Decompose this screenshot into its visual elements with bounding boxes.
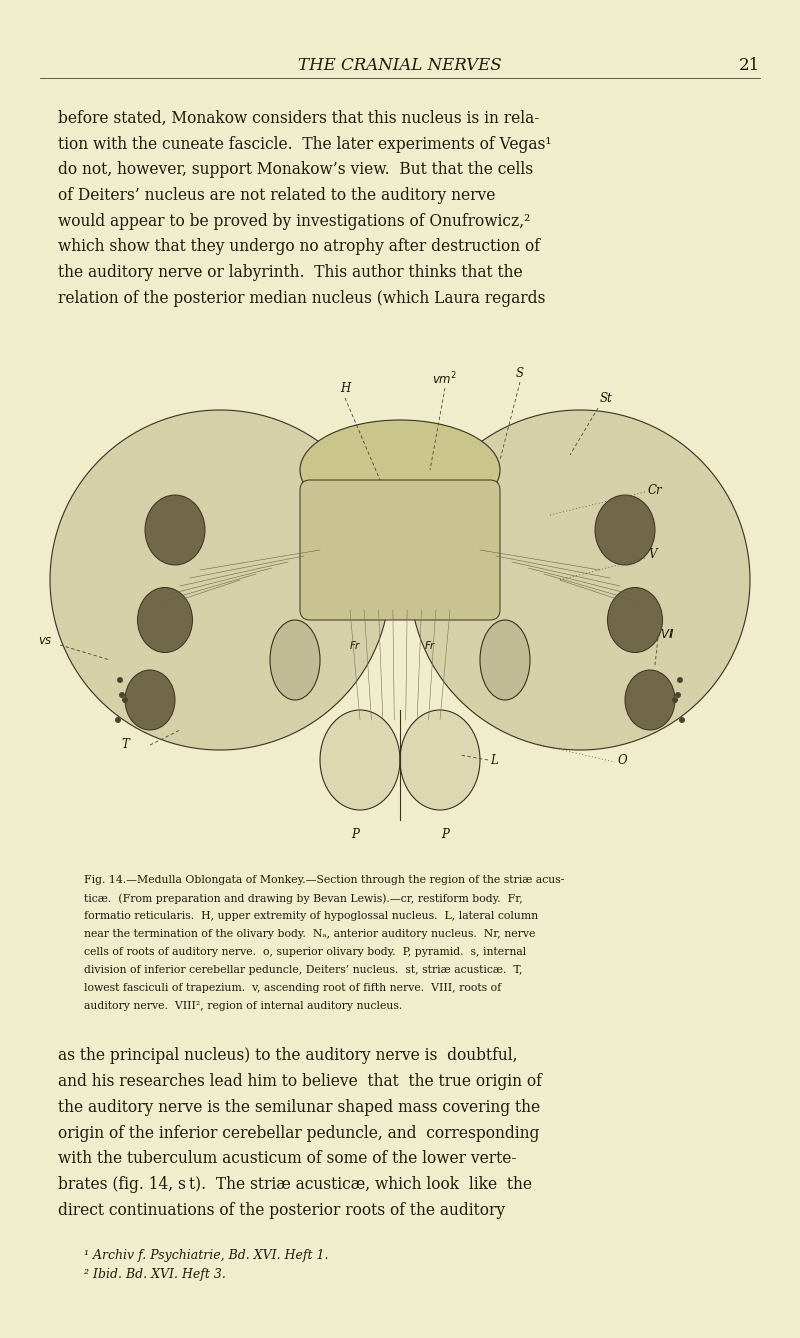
Ellipse shape <box>595 495 655 565</box>
Text: with the tuberculum acusticum of some of the lower verte-: with the tuberculum acusticum of some of… <box>58 1151 516 1167</box>
Ellipse shape <box>410 409 750 751</box>
Text: which show that they undergo no atrophy after destruction of: which show that they undergo no atrophy … <box>58 238 539 256</box>
Text: the auditory nerve is the semilunar shaped mass covering the: the auditory nerve is the semilunar shap… <box>58 1098 540 1116</box>
Circle shape <box>675 692 681 698</box>
Text: S: S <box>516 367 524 380</box>
FancyBboxPatch shape <box>300 480 500 619</box>
Text: $\mathit{vs}$: $\mathit{vs}$ <box>38 633 53 646</box>
Bar <box>30 371 770 855</box>
Text: Cr: Cr <box>648 483 662 496</box>
Text: tion with the cuneate fascicle.  The later experiments of Vegas¹: tion with the cuneate fascicle. The late… <box>58 135 551 153</box>
Text: near the termination of the olivary body.  Nₐ, anterior auditory nucleus.  Nr, n: near the termination of the olivary body… <box>84 929 535 939</box>
Text: $\mathit{vm}^2$: $\mathit{vm}^2$ <box>432 371 458 387</box>
Ellipse shape <box>145 495 205 565</box>
Ellipse shape <box>125 670 175 731</box>
Text: THE CRANIAL NERVES: THE CRANIAL NERVES <box>298 56 502 74</box>
Text: origin of the inferior cerebellar peduncle, and  corresponding: origin of the inferior cerebellar pedunc… <box>58 1124 539 1141</box>
Text: O: O <box>618 753 628 767</box>
Ellipse shape <box>320 710 400 809</box>
Circle shape <box>119 692 125 698</box>
Text: of Deiters’ nucleus are not related to the auditory nerve: of Deiters’ nucleus are not related to t… <box>58 187 495 205</box>
Text: division of inferior cerebellar peduncle, Deiters’ nucleus.  st, striæ acusticæ.: division of inferior cerebellar peduncle… <box>84 965 522 975</box>
Ellipse shape <box>138 587 193 653</box>
Text: V: V <box>648 549 657 562</box>
Ellipse shape <box>625 670 675 731</box>
Text: H: H <box>340 383 350 395</box>
Circle shape <box>672 697 678 702</box>
Text: lowest fasciculi of trapezium.  v, ascending root of fifth nerve.  VIII, roots o: lowest fasciculi of trapezium. v, ascend… <box>84 983 502 993</box>
Text: would appear to be proved by investigations of Onufrowicz,²: would appear to be proved by investigati… <box>58 213 530 230</box>
Ellipse shape <box>50 409 390 751</box>
Text: T: T <box>121 739 129 752</box>
Circle shape <box>117 677 123 682</box>
Text: L: L <box>490 753 498 767</box>
Text: before stated, Monakow considers that this nucleus is in rela-: before stated, Monakow considers that th… <box>58 110 539 127</box>
Text: as the principal nucleus) to the auditory nerve is  doubtful,: as the principal nucleus) to the auditor… <box>58 1048 517 1065</box>
Text: brates (fig. 14, s t).  The striæ acusticæ, which look  like  the: brates (fig. 14, s t). The striæ acustic… <box>58 1176 532 1193</box>
Text: ¹ Archiv f. Psychiatrie, Bd. XVI. Heft 1.: ¹ Archiv f. Psychiatrie, Bd. XVI. Heft 1… <box>84 1250 329 1262</box>
Text: relation of the posterior median nucleus (which Laura regards: relation of the posterior median nucleus… <box>58 290 545 306</box>
Text: do not, however, support Monakow’s view.  But that the cells: do not, however, support Monakow’s view.… <box>58 162 533 178</box>
Text: 21: 21 <box>738 56 760 74</box>
Text: formatio reticularis.  H, upper extremity of hypoglossal nucleus.  L, lateral co: formatio reticularis. H, upper extremity… <box>84 911 538 921</box>
Text: direct continuations of the posterior roots of the auditory: direct continuations of the posterior ro… <box>58 1202 505 1219</box>
Text: $\mathit{Fr}$: $\mathit{Fr}$ <box>349 640 362 652</box>
Text: P: P <box>351 828 359 842</box>
Circle shape <box>677 677 683 682</box>
Circle shape <box>115 717 121 723</box>
Ellipse shape <box>270 619 320 700</box>
Ellipse shape <box>607 587 662 653</box>
Ellipse shape <box>300 420 500 520</box>
Text: cells of roots of auditory nerve.  o, superior olivary body.  P, pyramid.  s, in: cells of roots of auditory nerve. o, sup… <box>84 947 526 957</box>
Text: the auditory nerve or labyrinth.  This author thinks that the: the auditory nerve or labyrinth. This au… <box>58 264 522 281</box>
Text: ² Ibid. Bd. XVI. Heft 3.: ² Ibid. Bd. XVI. Heft 3. <box>84 1268 226 1280</box>
Circle shape <box>679 717 685 723</box>
Ellipse shape <box>400 710 480 809</box>
Circle shape <box>122 697 128 702</box>
Text: auditory nerve.  VIII², region of internal auditory nucleus.: auditory nerve. VIII², region of interna… <box>84 1001 402 1012</box>
Text: and his researches lead him to believe  that  the true origin of: and his researches lead him to believe t… <box>58 1073 542 1090</box>
Text: Fig. 14.—Medulla Oblongata of Monkey.—Section through the region of the striæ ac: Fig. 14.—Medulla Oblongata of Monkey.—Se… <box>84 875 564 884</box>
Text: ticæ.  (From preparation and drawing by Bevan Lewis).—cr, restiform body.  Fr,: ticæ. (From preparation and drawing by B… <box>84 892 522 903</box>
Ellipse shape <box>480 619 530 700</box>
Text: St: St <box>600 392 613 405</box>
Text: $\mathit{Fr}$: $\mathit{Fr}$ <box>424 640 436 652</box>
Text: $\mathit{VI\!I}$: $\mathit{VI\!I}$ <box>660 629 674 641</box>
Text: P: P <box>441 828 449 842</box>
